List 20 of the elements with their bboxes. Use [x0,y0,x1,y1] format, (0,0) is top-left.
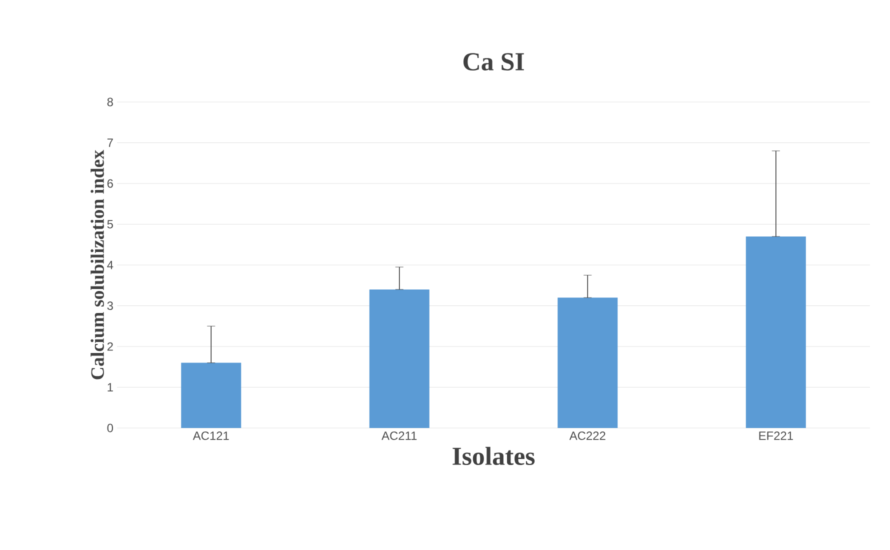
y-axis-title: Calcium solubilization index [90,150,104,380]
x-axis-title: Isolates [452,446,535,466]
y-tick-label: 6 [107,179,113,188]
bar [369,289,430,428]
y-tick-label: 0 [107,424,114,432]
y-tick-label: 2 [107,342,113,351]
y-tick-label: 3 [107,302,113,310]
x-tick-label: AC222 [569,432,606,440]
bar [558,298,618,428]
y-tick-label: 1 [108,383,113,392]
y-tick-label: 7 [107,138,113,147]
bar [746,236,806,428]
x-tick-label: EF221 [759,432,793,440]
y-tick-label: 5 [107,220,113,228]
x-tick-label: AC211 [382,432,417,440]
bar [181,362,242,428]
x-tick-label: AC121 [192,432,229,440]
y-tick-label: 8 [107,98,113,106]
y-tick-label: 4 [107,260,114,270]
chart-title: Ca SI [463,53,524,70]
